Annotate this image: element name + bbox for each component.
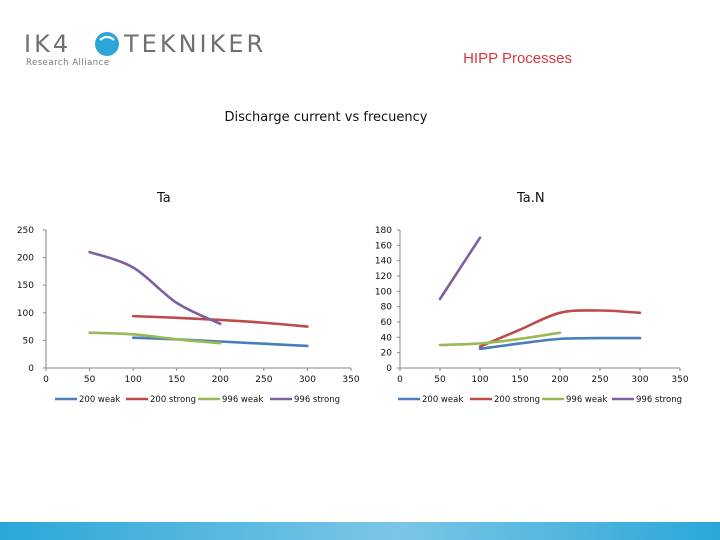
x-tick-label: 200: [212, 375, 229, 385]
series-line-996-weak: [88, 331, 222, 345]
x-tick-label: 300: [631, 375, 648, 385]
x-tick-label: 300: [299, 375, 316, 385]
series-line-200-strong: [131, 314, 309, 328]
y-tick-label: 120: [375, 272, 392, 282]
legend-label: 200 weak: [422, 395, 463, 405]
y-tick-label: 0: [28, 364, 34, 374]
x-tick-label: 50: [84, 375, 96, 385]
x-tick-label: 350: [342, 375, 359, 385]
y-tick-label: 140: [375, 257, 392, 267]
y-tick-label: 80: [381, 303, 393, 313]
logo-text: IK4: [24, 30, 72, 58]
legend-label: 996 strong: [636, 395, 682, 405]
legend-label: 200 strong: [494, 395, 540, 405]
y-tick-label: 160: [375, 241, 392, 251]
y-tick-label: 60: [381, 318, 393, 328]
chart-title-tan: Ta.N: [517, 191, 545, 206]
x-tick-label: 350: [671, 375, 688, 385]
x-tick-label: 0: [397, 375, 403, 385]
x-tick-label: 250: [591, 375, 608, 385]
series-line-200-weak: [131, 336, 309, 348]
series-line-200-weak: [478, 336, 642, 351]
slide-title: Discharge current vs frecuency: [224, 110, 428, 125]
series-line-996-strong: [88, 250, 222, 326]
header-title: HIPP Processes: [463, 50, 572, 67]
x-tick-label: 150: [511, 375, 528, 385]
series-line-200-strong: [478, 309, 642, 348]
x-tick-label: 50: [434, 375, 446, 385]
series-line-996-weak: [438, 331, 562, 347]
x-tick-label: 100: [471, 375, 488, 385]
legend-label: 200 weak: [79, 395, 120, 405]
logo-circle-icon: [95, 32, 119, 56]
company-logo: IK4 TEKNIKER Research Alliance: [24, 28, 263, 72]
y-tick-label: 20: [381, 349, 393, 359]
x-tick-label: 0: [43, 375, 49, 385]
legend-label: 996 strong: [294, 395, 340, 405]
y-tick-label: 0: [386, 364, 392, 374]
legend-label: 996 weak: [222, 395, 263, 405]
legend-label: 200 strong: [150, 395, 196, 405]
chart-title-ta: Ta: [157, 191, 171, 206]
y-tick-label: 100: [375, 287, 392, 297]
x-tick-label: 250: [255, 375, 272, 385]
x-tick-label: 200: [551, 375, 568, 385]
y-tick-label: 200: [17, 254, 34, 264]
bottom-bar: [0, 522, 720, 540]
x-tick-label: 150: [168, 375, 185, 385]
legend-label: 996 weak: [566, 395, 607, 405]
logo-text-secondary: TEKNIKER: [124, 30, 267, 58]
y-tick-label: 50: [23, 336, 35, 346]
y-tick-label: 100: [17, 309, 34, 319]
y-tick-label: 40: [381, 333, 393, 343]
y-tick-label: 150: [17, 281, 34, 291]
y-tick-label: 180: [375, 226, 392, 236]
y-tick-label: 250: [17, 226, 34, 236]
x-tick-label: 100: [125, 375, 142, 385]
logo-subtitle: Research Alliance: [26, 58, 110, 68]
series-line-996-strong: [438, 236, 482, 301]
